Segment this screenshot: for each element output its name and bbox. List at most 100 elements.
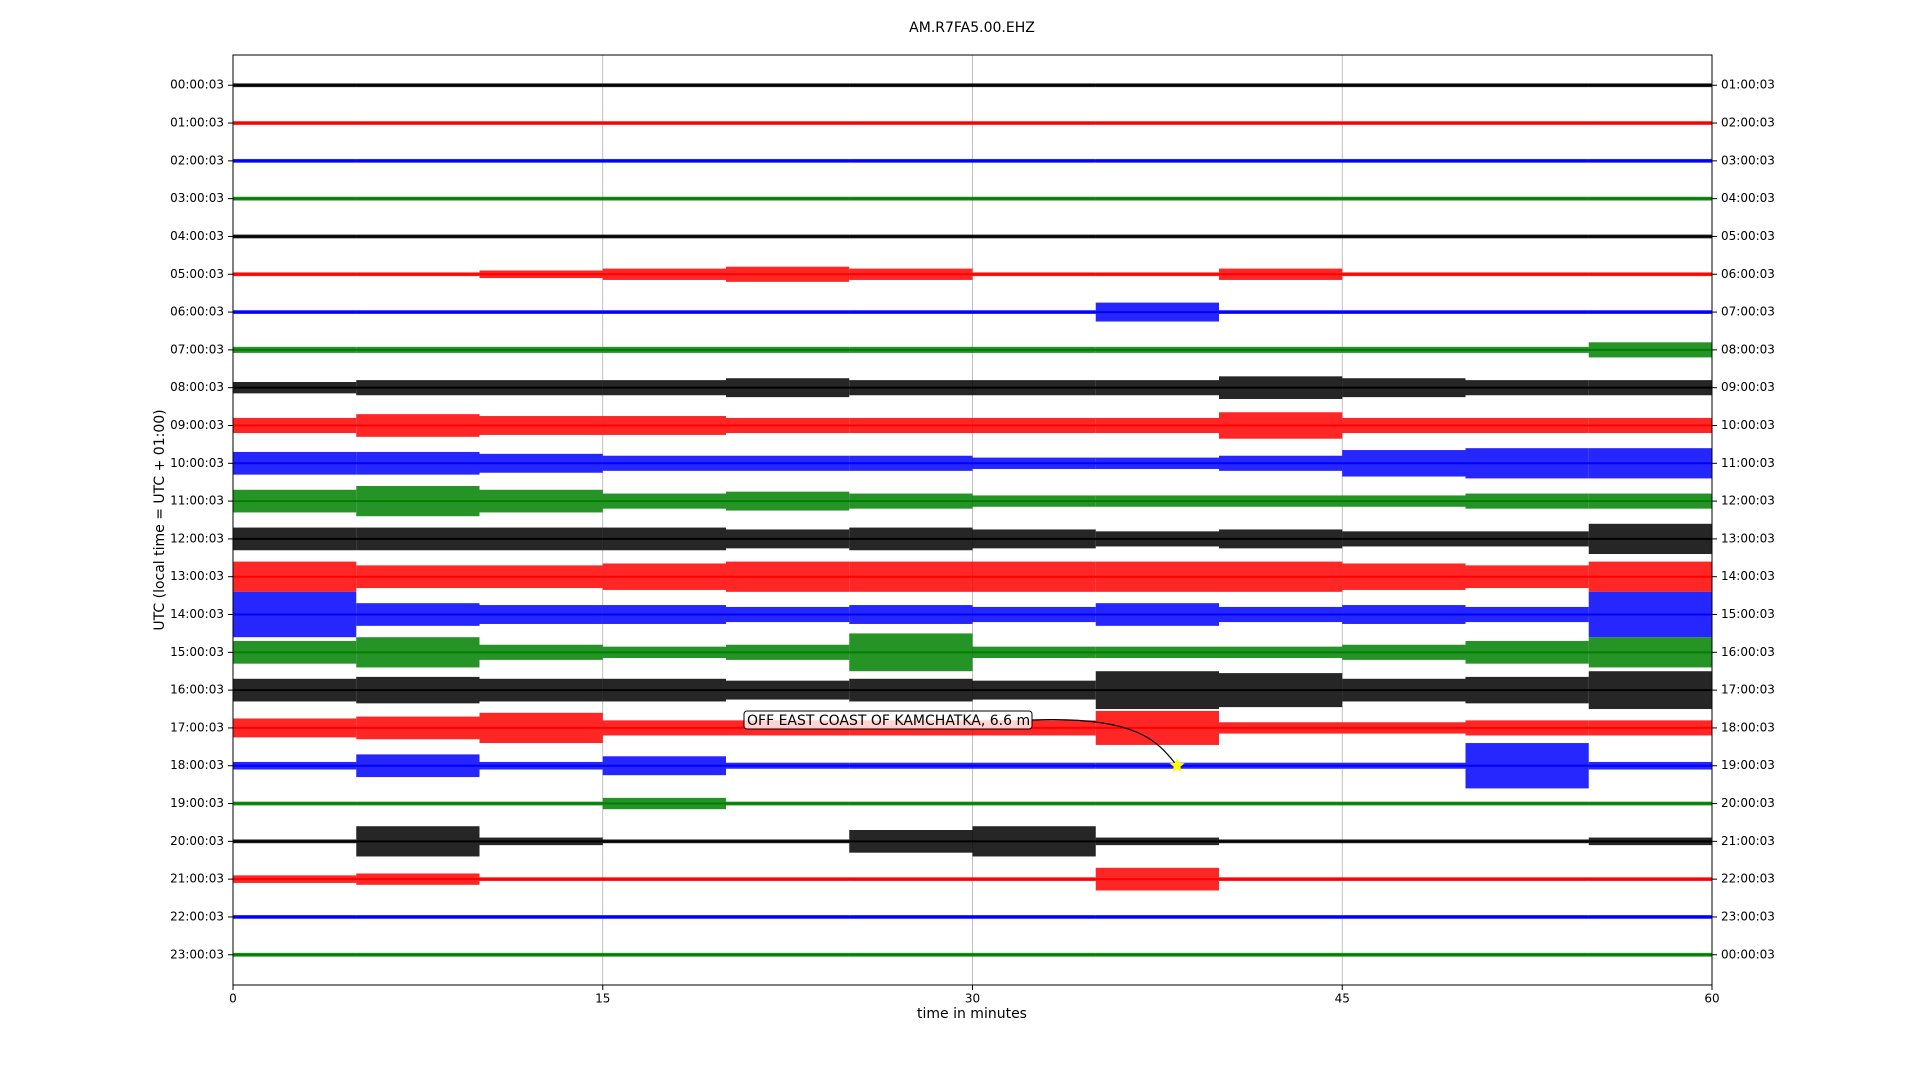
trace-amplitude [1219, 839, 1343, 844]
row-end-label: 03:00:03 [1721, 153, 1775, 167]
trace-amplitude [849, 762, 973, 769]
trace-amplitude [1588, 761, 1712, 770]
trace-amplitude [1465, 877, 1589, 882]
row-start-label: 05:00:03 [170, 267, 224, 281]
row-start-label: 21:00:03 [170, 872, 224, 886]
trace-amplitude [1465, 234, 1589, 239]
trace-amplitude [726, 491, 850, 511]
row-end-label: 20:00:03 [1721, 796, 1775, 810]
trace-amplitude [1342, 310, 1466, 314]
trace-amplitude [726, 839, 850, 844]
row-end-label: 09:00:03 [1721, 380, 1775, 394]
trace-amplitude [233, 678, 357, 702]
trace-amplitude [849, 801, 973, 806]
trace-amplitude [233, 761, 357, 770]
row-end-label: 23:00:03 [1721, 909, 1775, 923]
trace-amplitude [1342, 915, 1466, 919]
trace-amplitude [726, 266, 850, 282]
trace-amplitude [726, 952, 850, 957]
trace-amplitude [1219, 877, 1343, 882]
trace-amplitude [972, 272, 1096, 277]
trace-amplitude [1588, 671, 1712, 710]
trace-amplitude [1588, 83, 1712, 88]
row-start-label: 17:00:03 [170, 720, 224, 734]
trace-amplitude [1465, 380, 1589, 396]
trace-amplitude [1095, 671, 1219, 710]
trace-amplitude [602, 646, 726, 658]
trace-amplitude [356, 952, 480, 957]
trace-amplitude [1095, 915, 1219, 919]
row-end-label: 06:00:03 [1721, 267, 1775, 281]
trace-amplitude [1095, 603, 1219, 626]
x-tick-label: 60 [1704, 992, 1719, 1006]
trace-amplitude [479, 380, 603, 396]
trace-amplitude [849, 268, 973, 280]
trace-amplitude [1588, 121, 1712, 125]
trace-amplitude [1342, 196, 1466, 201]
row-end-label: 11:00:03 [1721, 456, 1775, 470]
trace-amplitude [479, 346, 603, 353]
trace-amplitude [602, 416, 726, 435]
trace-amplitude [1219, 915, 1343, 919]
trace-amplitude [479, 712, 603, 744]
trace-amplitude [356, 346, 480, 353]
trace-amplitude [479, 678, 603, 702]
row-end-label: 10:00:03 [1721, 418, 1775, 432]
trace-amplitude [356, 826, 480, 857]
trace-amplitude [356, 676, 480, 704]
trace-amplitude [726, 121, 850, 125]
trace-amplitude [479, 605, 603, 624]
trace-amplitude [1095, 952, 1219, 957]
trace-amplitude [1095, 158, 1219, 163]
trace-amplitude [1219, 83, 1343, 88]
trace-amplitude [972, 762, 1096, 769]
event-marker [1169, 757, 1185, 773]
trace-amplitude [356, 310, 480, 314]
trace-amplitude [479, 121, 603, 125]
row-end-label: 15:00:03 [1721, 607, 1775, 621]
row-start-label: 23:00:03 [170, 947, 224, 961]
row-start-label: 22:00:03 [170, 909, 224, 923]
trace-amplitude [1465, 448, 1589, 479]
trace-amplitude [972, 380, 1096, 396]
x-axis-label: time in minutes [917, 1006, 1027, 1022]
trace-amplitude [1219, 455, 1343, 471]
row-end-label: 16:00:03 [1721, 645, 1775, 659]
trace-amplitude [1095, 121, 1219, 125]
trace-amplitude [1095, 417, 1219, 434]
trace-amplitude [602, 877, 726, 882]
trace-amplitude [602, 268, 726, 280]
trace-amplitude [726, 801, 850, 806]
trace-amplitude [1342, 531, 1466, 547]
trace-amplitude [849, 234, 973, 239]
trace-amplitude [1588, 380, 1712, 396]
trace-amplitude [1465, 531, 1589, 547]
trace-amplitude [1465, 915, 1589, 919]
trace-amplitude [233, 489, 357, 513]
trace-amplitude [972, 877, 1096, 882]
trace-amplitude [1219, 762, 1343, 769]
trace-amplitude [849, 605, 973, 624]
trace-amplitude [1342, 877, 1466, 882]
trace-amplitude [479, 310, 603, 314]
trace-amplitude [602, 493, 726, 509]
trace-amplitude [1588, 952, 1712, 957]
trace-amplitude [233, 527, 357, 551]
row-end-label: 17:00:03 [1721, 683, 1775, 697]
trace-amplitude [1588, 561, 1712, 592]
trace-amplitude [356, 451, 480, 475]
trace-amplitude [972, 915, 1096, 919]
trace-amplitude [726, 529, 850, 549]
trace-amplitude [849, 678, 973, 702]
trace-amplitude [972, 826, 1096, 857]
trace-amplitude [972, 495, 1096, 507]
trace-amplitude [726, 644, 850, 660]
trace-amplitude [1588, 837, 1712, 846]
trace-amplitude [1465, 272, 1589, 277]
trace-amplitude [849, 830, 973, 853]
trace-amplitude [849, 493, 973, 509]
trace-amplitude [1219, 495, 1343, 507]
trace-amplitude [849, 158, 973, 163]
trace-amplitude [1465, 121, 1589, 125]
